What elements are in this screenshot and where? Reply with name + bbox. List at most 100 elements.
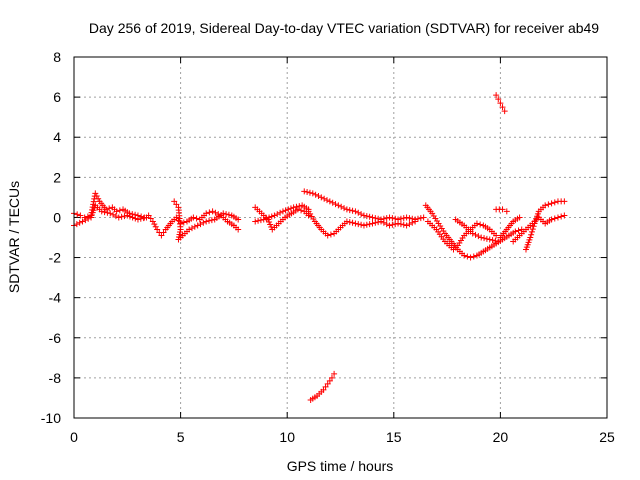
data-point: [74, 211, 81, 218]
y-axis-label: SDTVAR / TECUs: [6, 181, 22, 293]
data-point: [200, 219, 207, 226]
data-point: [301, 188, 308, 195]
data-point: [209, 208, 216, 215]
data-point: [386, 214, 393, 221]
data-point: [186, 226, 193, 233]
data-point: [134, 216, 141, 223]
data-point: [115, 214, 122, 221]
data-point: [495, 96, 502, 103]
data-point: [417, 215, 424, 222]
data-point: [495, 238, 502, 245]
data-point: [355, 221, 362, 228]
data-point: [515, 227, 522, 234]
data-point: [467, 254, 474, 261]
data-point: [203, 210, 210, 217]
data-point: [274, 211, 281, 218]
data-point: [177, 228, 184, 235]
data-point: [499, 206, 506, 213]
data-point: [551, 215, 558, 222]
data-point: [548, 200, 555, 207]
data-point: [190, 214, 197, 221]
data-point: [383, 215, 390, 222]
data-point: [118, 213, 125, 220]
data-point: [312, 191, 319, 198]
data-point: [176, 231, 183, 238]
data-point: [320, 386, 327, 393]
data-point: [481, 235, 488, 242]
data-point: [363, 221, 370, 228]
data-point: [527, 234, 534, 241]
data-point: [372, 219, 379, 226]
data-point: [530, 223, 537, 230]
data-point: [486, 236, 493, 243]
data-point: [154, 226, 161, 233]
data-point: [366, 221, 373, 228]
grid: [74, 57, 607, 418]
data-point: [235, 226, 242, 233]
data-point: [76, 219, 83, 226]
data-point: [212, 209, 219, 216]
data-point: [147, 215, 154, 222]
data-point: [338, 203, 345, 210]
data-point: [503, 208, 510, 215]
data-point: [298, 207, 305, 214]
data-point: [324, 380, 331, 387]
data-point: [473, 220, 480, 227]
y-tick-label: 8: [53, 49, 61, 65]
y-tick-label: 6: [53, 89, 61, 105]
data-point: [499, 104, 506, 111]
data-point: [260, 216, 267, 223]
data-point: [497, 100, 504, 107]
data-point: [225, 211, 232, 218]
data-point: [349, 207, 356, 214]
data-point: [252, 218, 259, 225]
data-point: [386, 222, 393, 229]
data-point: [306, 189, 313, 196]
data-point: [255, 217, 262, 224]
data-point: [492, 237, 499, 244]
data-point: [478, 234, 485, 241]
data-point: [95, 195, 102, 202]
data-point: [561, 212, 568, 219]
y-tick-label: 2: [53, 169, 61, 185]
data-point: [363, 213, 370, 220]
data-point: [493, 92, 500, 99]
data-point: [223, 211, 230, 218]
data-point: [173, 201, 180, 208]
x-tick-label: 25: [599, 429, 615, 445]
data-point: [107, 210, 114, 217]
data-point: [268, 213, 275, 220]
data-point: [191, 223, 198, 230]
data-point: [477, 221, 484, 228]
data-point: [469, 230, 476, 237]
data-point: [145, 212, 152, 219]
data-point: [110, 211, 117, 218]
data-point: [124, 212, 131, 219]
data-point: [489, 237, 496, 244]
plot-frame: [73, 56, 608, 419]
data-point: [542, 202, 549, 209]
data-point: [360, 212, 367, 219]
data-point: [551, 199, 558, 206]
data-point: [358, 211, 365, 218]
data-point: [93, 193, 100, 200]
data-point: [472, 231, 479, 238]
data-point: [116, 207, 123, 214]
x-axis-label: GPS time / hours: [287, 458, 394, 474]
data-point: [395, 220, 402, 227]
data-point: [327, 231, 334, 238]
data-point: [389, 221, 396, 228]
data-point: [369, 214, 376, 221]
data-point: [332, 201, 339, 208]
data-point: [180, 219, 187, 226]
data-point: [294, 206, 301, 213]
data-point: [304, 189, 311, 196]
data-point: [208, 217, 215, 224]
data-point: [375, 219, 382, 226]
data-point: [277, 209, 284, 216]
data-point: [235, 216, 242, 223]
data-point: [397, 215, 404, 222]
data-point: [406, 215, 413, 222]
data-point: [360, 222, 367, 229]
